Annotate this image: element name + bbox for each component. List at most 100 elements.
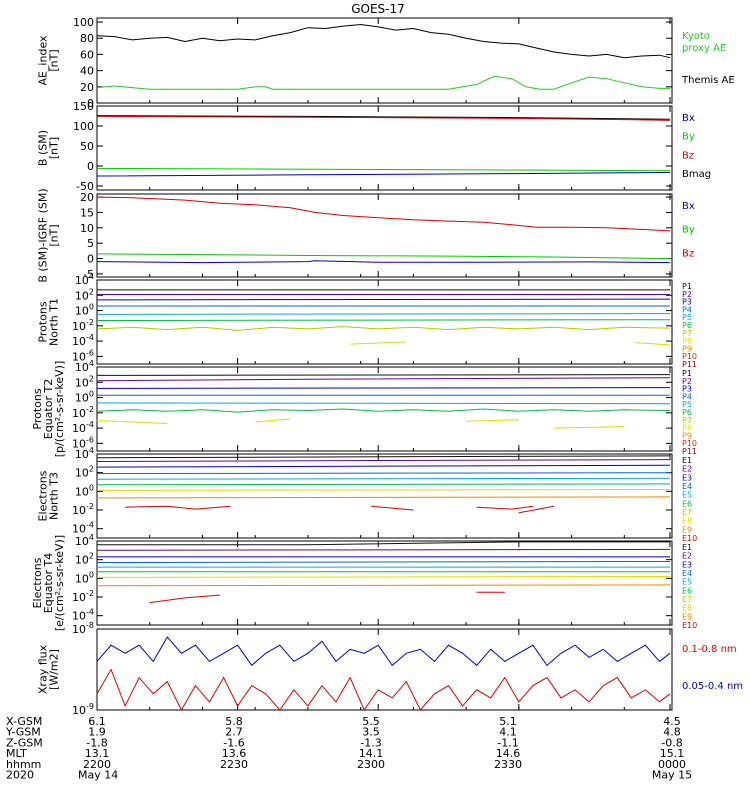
x-axis-value: 2.7 — [225, 726, 243, 739]
legend-item: P6 — [682, 408, 692, 417]
y-tick-label: 10-4 — [72, 420, 94, 435]
y-axis-label: Equator T2 — [42, 379, 55, 439]
y-axis-label: AE_index — [37, 35, 50, 86]
y-tick-exponent: -4 — [86, 521, 94, 530]
panel-frame — [96, 453, 673, 539]
legend-item: proxy AE — [682, 43, 726, 54]
legend-item: P6 — [682, 321, 692, 330]
series-line-e7 — [96, 576, 671, 578]
series-line-e3 — [96, 464, 671, 468]
series-line-p9 — [466, 419, 519, 422]
legend-item: P8 — [682, 337, 692, 346]
series-line-p9 — [634, 342, 671, 346]
y-tick-exponent: -9 — [86, 702, 94, 711]
series-line-by — [96, 253, 671, 260]
legend-item: E10 — [682, 534, 697, 543]
y-tick-label: 10-2 — [72, 405, 94, 420]
y-axis-label: Xray flux — [37, 644, 50, 694]
legend-item: Bx — [682, 201, 695, 212]
series-line-0-05-0-4-nm — [96, 636, 671, 667]
y-tick-exponent: -4 — [86, 420, 94, 429]
legend-item: E9 — [682, 612, 692, 621]
x-axis-value: 4.8 — [663, 726, 681, 739]
y-tick-label: 102 — [75, 465, 94, 480]
y-tick-label: 100 — [75, 483, 94, 498]
series-line-p8 — [350, 341, 407, 345]
series-line-e9c — [476, 505, 533, 510]
x-axis-row-label: X-GSM — [6, 715, 42, 728]
legend-item: E10 — [682, 621, 697, 630]
y-axis-label: [p/(cm²-s-sr-keV)] — [53, 361, 66, 458]
y-tick-exponent: -6 — [86, 435, 94, 444]
x-axis-value: 5.1 — [499, 715, 517, 728]
legend-item: E8 — [682, 517, 692, 526]
panel-b: 150 100 50 0 -50 B (SM)[nT] Bx By Bz Bmag — [37, 100, 712, 193]
legend: Bx By Bz Bmag — [682, 113, 711, 180]
y-tick-label: 0 — [87, 160, 94, 173]
y-axis-label: North T3 — [48, 472, 61, 520]
y-tick-label: 100 — [73, 16, 94, 29]
y-axis-label: Equator T4 — [42, 553, 55, 613]
legend-item: E5 — [682, 578, 692, 587]
panel-frame — [96, 17, 673, 104]
x-axis-table: X-GSM 6.1 5.8 5.5 5.1 4.5 Y-GSM 1.9 2.7 3.5 4.1 4.8… — [5, 715, 692, 782]
x-axis-value: 4.5 — [663, 715, 681, 728]
y-tick-label: 100 — [75, 303, 94, 318]
legend-item: P2 — [682, 290, 692, 299]
x-axis-value: -1.8 — [86, 736, 107, 749]
series-line-e2 — [96, 459, 671, 462]
x-axis-value: 15.1 — [660, 747, 685, 760]
legend-item: P4 — [682, 305, 692, 314]
legend-item: E2 — [682, 465, 692, 474]
x-axis-value: May 14 — [78, 769, 118, 782]
panel-frame — [96, 366, 673, 452]
legend-item: E6 — [682, 586, 692, 595]
y-tick-exponent: -4 — [86, 608, 94, 617]
legend-item: E7 — [682, 595, 692, 604]
y-tick-exponent: 2 — [89, 552, 94, 561]
y-axis-label: [nT] — [48, 49, 61, 71]
series-line-e8 — [96, 584, 671, 587]
series-line-e2 — [96, 548, 671, 551]
series-line-e4 — [96, 561, 671, 563]
x-axis-value: 13.1 — [85, 747, 110, 760]
series-line-e7 — [96, 489, 671, 491]
y-tick-label: 15 — [80, 206, 94, 219]
y-axis-label: Electrons — [37, 470, 50, 521]
x-axis-value: May 15 — [652, 769, 692, 782]
legend-item: P8 — [682, 424, 692, 433]
series-line-bz — [96, 196, 671, 232]
y-tick-exponent: -2 — [86, 589, 94, 598]
panel-frame — [96, 105, 673, 191]
series-line-e1 — [97, 541, 670, 546]
legend-item: P11 — [682, 447, 697, 456]
series-line-e5 — [96, 477, 671, 480]
y-tick-label: 10-2 — [72, 589, 94, 604]
y-tick-exponent: 4 — [89, 359, 94, 368]
x-axis-row-label: MLT — [6, 747, 27, 760]
series-line-p3 — [96, 298, 671, 301]
series-line-0-1-0-8-nm — [96, 668, 671, 712]
y-tick-exponent: -6 — [86, 348, 94, 357]
x-axis-value: 14.1 — [359, 747, 384, 760]
y-tick-exponent: -8 — [86, 621, 94, 630]
legend-item: P11 — [682, 360, 697, 369]
legend-item: Kyoto — [682, 31, 710, 42]
x-axis-value: -1.6 — [223, 736, 244, 749]
series-line-bmag — [96, 115, 671, 120]
y-tick-label: 104 — [75, 359, 94, 374]
legend-item: E3 — [682, 473, 692, 482]
y-axis-label: Electrons — [31, 557, 44, 608]
legend-item: E7 — [682, 508, 692, 517]
y-tick-label: 10 — [80, 222, 94, 235]
x-axis-value: 2230 — [220, 758, 248, 771]
y-tick-label: 80 — [80, 32, 94, 45]
legend-item: Bz — [682, 248, 694, 259]
x-axis-value: 2200 — [83, 758, 111, 771]
y-tick-label: 5 — [87, 237, 94, 250]
